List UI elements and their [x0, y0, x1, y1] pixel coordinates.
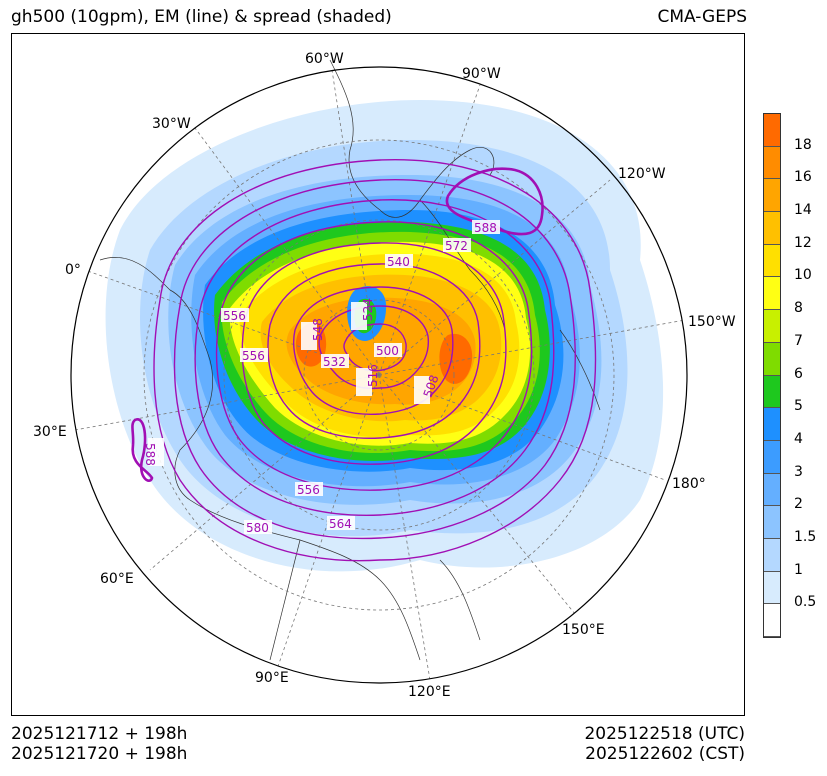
- lon-label-150e: 150°E: [562, 622, 605, 638]
- contour-label-548: 548: [311, 318, 325, 341]
- contour-label-588b: 588: [143, 443, 157, 466]
- colorbar-label: 12: [794, 234, 812, 251]
- contour-label-556c: 556: [297, 483, 320, 497]
- contour-label-572: 572: [445, 239, 468, 253]
- colorbar-segment: [764, 310, 780, 343]
- lon-label-0: 0°: [65, 262, 81, 278]
- colorbar-segment: [764, 212, 780, 245]
- colorbar-label: 0.5: [794, 594, 817, 611]
- colorbar-label: 3: [794, 463, 803, 480]
- colorbar-label: 1: [794, 561, 803, 578]
- colorbar-label: 2: [794, 496, 803, 513]
- contour-label-556: 556: [223, 309, 246, 323]
- contour-label-524: 524: [361, 298, 375, 321]
- contour-label-556b: 556: [242, 349, 265, 363]
- colorbar-label: 10: [794, 267, 812, 284]
- colorbar-segment: [764, 473, 780, 507]
- contour-label-516: 516: [366, 364, 380, 387]
- spread-shading: [105, 100, 664, 572]
- init-time-cst: 2025121720 + 198h: [11, 744, 188, 764]
- colorbar-label: 5: [794, 398, 803, 415]
- colorbar-segment: [764, 506, 780, 539]
- colorbar-label: 1.5: [794, 528, 817, 545]
- contour-label-588: 588: [474, 221, 497, 235]
- lon-label-90e: 90°E: [255, 670, 289, 686]
- colorbar-segment: [764, 244, 780, 278]
- colorbar-segment: [764, 440, 780, 474]
- colorbar-label: 16: [794, 169, 812, 186]
- lon-label-90w: 90°W: [462, 66, 501, 82]
- coastlines: [99, 59, 601, 661]
- colorbar-label: 4: [794, 430, 803, 447]
- lon-label-120w: 120°W: [618, 166, 666, 182]
- contour-label-540: 540: [387, 255, 410, 269]
- contour-label-500: 500: [376, 344, 399, 358]
- colorbar-label: 8: [794, 300, 803, 317]
- contour-label-532: 532: [323, 355, 346, 369]
- contour-label-564: 564: [329, 517, 352, 531]
- contour-label-580: 580: [246, 521, 269, 535]
- colorbar: [763, 113, 781, 638]
- model-name: CMA-GEPS: [657, 7, 747, 27]
- colorbar-segment: [764, 342, 780, 376]
- colorbar-label: 18: [794, 136, 812, 153]
- colorbar-segment: [764, 277, 780, 311]
- colorbar-segment: [764, 179, 780, 213]
- colorbar-segment: [764, 604, 780, 637]
- colorbar-segment: [764, 375, 780, 409]
- map-boundary: [70, 66, 688, 684]
- map-frame: [11, 33, 745, 716]
- thick-contours: [131, 167, 544, 482]
- colorbar-segment: [764, 146, 780, 180]
- lon-label-180: 180°: [672, 476, 706, 492]
- lon-label-150w: 150°W: [688, 314, 736, 330]
- lon-label-120e: 120°E: [408, 684, 451, 700]
- colorbar-label: 7: [794, 332, 803, 349]
- lon-label-60e: 60°E: [100, 571, 134, 587]
- lon-label-60w: 60°W: [305, 51, 344, 67]
- colorbar-segment: [764, 538, 780, 572]
- lon-label-30w: 30°W: [152, 116, 191, 132]
- longitude-labels: 60°W 90°W 30°W 120°W 0° 150°W 30°E 180° …: [33, 51, 736, 700]
- lon-label-30e: 30°E: [33, 424, 67, 440]
- chart-title: gh500 (10gpm), EM (line) & spread (shade…: [11, 7, 392, 27]
- colorbar-segment: [764, 571, 780, 605]
- colorbar-label: 6: [794, 365, 803, 382]
- valid-time-cst: 2025122602 (CST): [585, 744, 745, 764]
- valid-time-utc: 2025122518 (UTC): [584, 724, 745, 744]
- colorbar-segment: [764, 408, 780, 441]
- contour-labels: 588 572 540 556 548 524 556 532 500 516 …: [143, 220, 500, 535]
- colorbar-segment: [764, 114, 780, 147]
- init-time-utc: 2025121712 + 198h: [11, 724, 188, 744]
- em-contours: [153, 159, 597, 562]
- colorbar-label: 14: [794, 202, 812, 219]
